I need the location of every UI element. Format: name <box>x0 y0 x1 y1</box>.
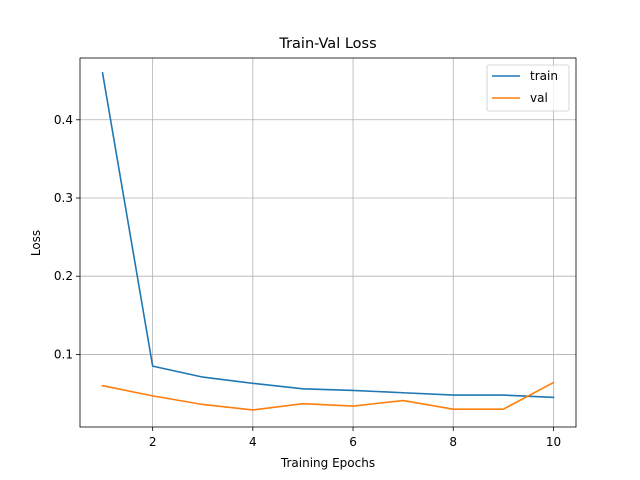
x-tick-label: 2 <box>149 435 157 449</box>
chart-title: Train-Val Loss <box>278 36 376 52</box>
legend: train val <box>486 64 570 112</box>
x-tick-label: 6 <box>349 435 357 449</box>
x-tick-label: 10 <box>546 435 561 449</box>
grid-lines <box>80 58 576 427</box>
y-tick-label: 0.2 <box>54 269 73 283</box>
legend-label-val: val <box>530 91 548 105</box>
y-axis-label: Loss <box>29 230 43 256</box>
y-tick-label: 0.3 <box>54 191 73 205</box>
series-line-val <box>101 381 555 411</box>
y-axis-ticks: 0.1 0.2 0.3 0.4 <box>54 113 80 361</box>
x-axis-label: Training Epochs <box>280 456 375 470</box>
series-line-train <box>101 71 555 399</box>
x-axis-ticks: 2 4 6 8 10 <box>149 427 561 449</box>
legend-label-train: train <box>530 69 558 83</box>
plot-area <box>80 58 576 427</box>
x-tick-label: 4 <box>249 435 257 449</box>
x-tick-label: 8 <box>449 435 457 449</box>
y-tick-label: 0.1 <box>54 347 73 361</box>
y-tick-label: 0.4 <box>54 113 73 127</box>
axes-frame <box>79 57 577 428</box>
series-lines <box>101 71 555 411</box>
